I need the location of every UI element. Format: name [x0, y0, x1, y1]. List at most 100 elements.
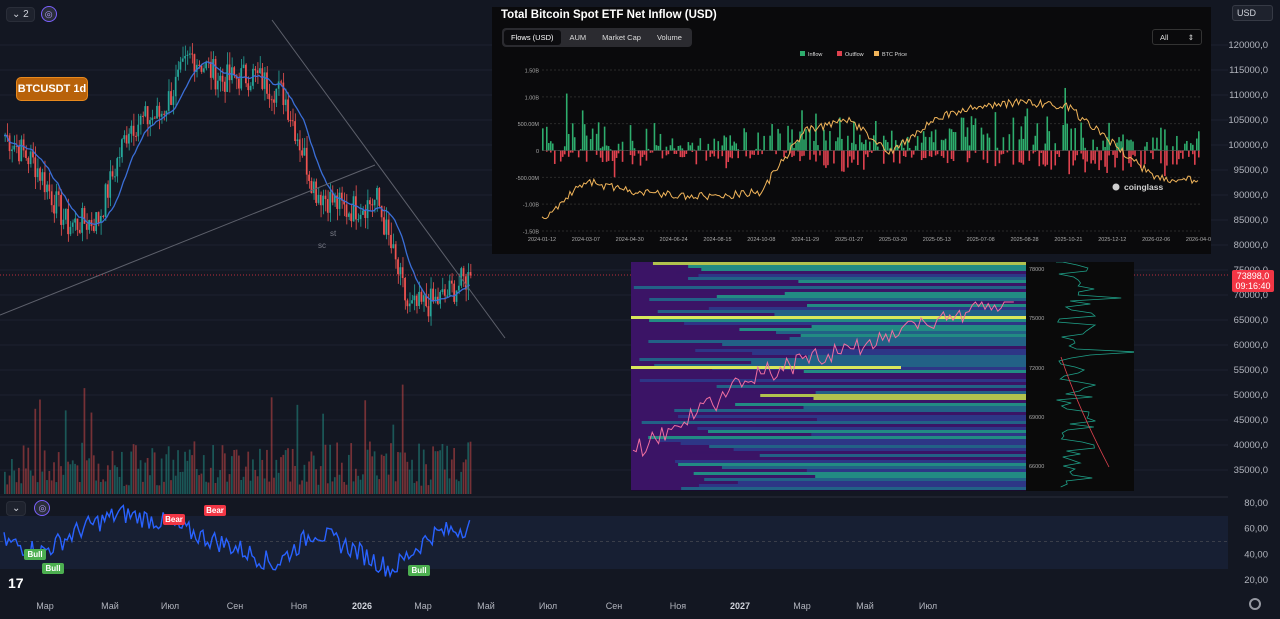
settings-icon[interactable]: [1249, 598, 1261, 610]
outflow-bar: [1044, 150, 1047, 167]
inflow-bar: [940, 139, 943, 151]
candle-body: [216, 80, 219, 90]
inflow-bar: [1108, 122, 1110, 151]
currency-select[interactable]: USD: [1232, 5, 1273, 21]
tab-volume[interactable]: Volume: [656, 33, 682, 42]
candle-body: [245, 64, 247, 84]
heat-row: [648, 436, 1026, 439]
volume-bar: [329, 444, 331, 494]
outflow-bar: [571, 150, 574, 153]
candle-body: [469, 272, 472, 276]
legend-label: Outflow: [845, 52, 864, 58]
time-tick-label: Ноя: [670, 601, 687, 611]
outflow-bar: [1150, 150, 1152, 154]
volume-bar: [223, 453, 226, 494]
heat-row: [701, 268, 1026, 271]
candle-body: [48, 184, 51, 192]
collapse-icon[interactable]: ⌄: [6, 500, 27, 516]
volume-bar: [441, 443, 444, 494]
candle-body: [41, 172, 44, 181]
inflow-bar: [777, 128, 779, 151]
candle-body: [85, 223, 88, 230]
volume-bar: [347, 454, 350, 494]
price-tick-label: 110000,0: [1229, 90, 1268, 101]
volume-bar: [163, 481, 165, 494]
outflow-bar: [924, 150, 927, 159]
inflow-bar: [1132, 141, 1134, 151]
volume-bar: [387, 474, 390, 494]
outflow-bar: [617, 150, 620, 154]
heat-row: [704, 478, 1026, 481]
candle-body: [188, 53, 191, 55]
candle-body: [43, 172, 46, 193]
volume-bar: [113, 465, 116, 494]
outflow-bar: [721, 150, 724, 157]
inflow-bar: [900, 140, 903, 151]
candle-body: [102, 215, 105, 217]
inflow-bar: [745, 132, 747, 151]
price-tick-label: 50000,0: [1234, 390, 1268, 401]
tab-aum[interactable]: AUM: [569, 33, 587, 42]
heat-profile-line: [1056, 262, 1134, 488]
time-tick-label: Май: [101, 601, 119, 611]
outflow-bar: [1028, 150, 1031, 161]
time-tick-label: Мар: [414, 601, 432, 611]
inflow-bar: [1120, 141, 1122, 151]
volume-bar: [156, 485, 158, 494]
annotation-sc: sc: [318, 241, 326, 250]
candle-body: [36, 168, 39, 178]
etf-x-label: 2025-05-13: [923, 237, 951, 243]
symbol-badge[interactable]: BTCUSDT 1d: [16, 77, 88, 101]
inflow-bar: [861, 142, 863, 151]
rsi-indicator-icon[interactable]: ◎: [34, 500, 51, 516]
outflow-bar: [1108, 150, 1110, 156]
outflow-bar: [1080, 150, 1082, 154]
tab-flows[interactable]: Flows (USD): [504, 30, 561, 45]
inflow-bar: [669, 145, 672, 151]
candle-body: [209, 61, 212, 78]
annotation-st: st: [330, 229, 337, 238]
outflow-bar: [1106, 150, 1108, 173]
volume-bar: [268, 481, 271, 494]
volume-bar: [336, 442, 339, 494]
outflow-bar: [1020, 150, 1023, 163]
candle-body: [308, 174, 310, 181]
range-select[interactable]: All ⇕: [1152, 29, 1202, 45]
volume-bar: [455, 479, 458, 494]
candle-body: [202, 68, 205, 72]
inflow-bar: [789, 142, 791, 151]
volume-bar: [43, 450, 46, 494]
heat-row: [675, 460, 1026, 463]
volume-bar: [453, 448, 456, 494]
time-tick-label: Сен: [606, 601, 623, 611]
outflow-bar: [1046, 150, 1049, 165]
candle-body: [76, 218, 79, 230]
tab-market-cap[interactable]: Market Cap: [602, 33, 641, 42]
etf-y-label: 500.00M: [518, 122, 540, 128]
inflow-bar: [551, 143, 554, 151]
layout-count[interactable]: ⌄ 2: [6, 6, 35, 22]
candle-body: [53, 205, 55, 214]
candle-body: [228, 64, 231, 81]
volume-bar: [317, 484, 320, 494]
outflow-bar: [833, 150, 835, 164]
inflow-bar: [841, 138, 843, 151]
candle-body: [450, 280, 453, 284]
inflow-bar: [1158, 149, 1160, 151]
outflow-bar: [607, 150, 610, 161]
inflow-bar: [769, 135, 771, 151]
tradingview-logo-icon[interactable]: 17: [8, 575, 24, 591]
inflow-bar: [729, 135, 732, 151]
candle-body: [371, 204, 374, 206]
inflow-bar: [797, 140, 799, 151]
indicator-icon[interactable]: ◎: [40, 6, 57, 22]
heat-row: [698, 274, 1026, 277]
outflow-bar: [946, 150, 949, 164]
candle-body: [366, 200, 369, 219]
outflow-bar: [819, 150, 821, 156]
inflow-bar: [964, 136, 967, 151]
volume-bar: [315, 469, 317, 494]
price-tick-label: 105000,0: [1228, 115, 1268, 126]
candle-body: [275, 88, 278, 103]
inflow-bar: [1044, 143, 1047, 151]
